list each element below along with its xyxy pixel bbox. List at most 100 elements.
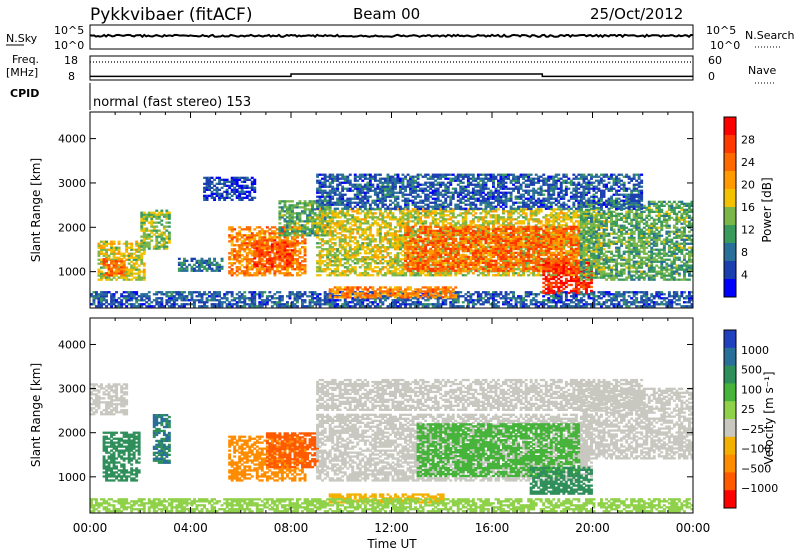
heatmap-cell (399, 260, 402, 263)
heatmap-cell (177, 297, 181, 300)
heatmap-cell (494, 210, 498, 213)
heatmap-cell (384, 234, 387, 237)
heatmap-cell (328, 210, 332, 213)
heatmap-cell (321, 270, 325, 273)
heatmap-cell (527, 293, 531, 296)
heatmap-cell (532, 210, 536, 213)
heatmap-cell (341, 246, 345, 249)
heatmap-cell (303, 293, 307, 296)
heatmap-cell (102, 254, 106, 257)
heatmap-cell (534, 208, 538, 211)
heatmap-cell (597, 295, 601, 298)
heatmap-cell (250, 232, 254, 235)
heatmap-cell (469, 250, 473, 253)
heatmap-cell (439, 291, 443, 294)
heatmap-cell (120, 260, 124, 263)
heatmap-cell (567, 272, 571, 275)
heatmap-cell (311, 224, 315, 227)
heatmap-cell (147, 215, 151, 218)
heatmap-cell (587, 303, 591, 306)
heatmap-cell (552, 305, 556, 308)
heatmap-cell (115, 299, 119, 302)
heatmap-cell (446, 218, 450, 221)
heatmap-cell (499, 216, 503, 219)
heatmap-cell (492, 220, 495, 223)
heatmap-cell (411, 242, 415, 245)
heatmap-cell (670, 303, 674, 306)
heatmap-cell (381, 250, 385, 253)
heatmap-cell (316, 230, 320, 233)
heatmap-cell (519, 274, 523, 277)
heatmap-cell (258, 230, 262, 233)
heatmap-cell (258, 268, 262, 271)
heatmap-cell (524, 291, 528, 294)
heatmap-cell (298, 230, 302, 233)
heatmap-cell (524, 264, 528, 267)
heatmap-cell (592, 301, 596, 304)
heatmap-cell (605, 293, 609, 296)
heatmap-cell (132, 297, 136, 300)
heatmap-cell (592, 297, 596, 300)
heatmap-cell (356, 250, 360, 253)
heatmap-cell (454, 250, 458, 253)
heatmap-cell (255, 293, 259, 296)
heatmap-cell (338, 232, 342, 235)
heatmap-cell (557, 222, 561, 225)
heatmap-cell (283, 247, 287, 250)
heatmap-cell (115, 272, 119, 275)
heatmap-cell (529, 218, 533, 221)
heatmap-cell (537, 293, 541, 296)
heatmap-cell (132, 293, 136, 296)
heatmap-cell (152, 245, 156, 248)
heatmap-cell (311, 232, 315, 235)
heatmap-cell (203, 291, 207, 294)
heatmap-cell (426, 274, 430, 277)
heatmap-cell (559, 252, 563, 255)
heatmap-cell (306, 214, 310, 217)
heatmap-cell (404, 303, 408, 306)
heatmap-cell (564, 226, 568, 229)
heatmap-cell (544, 299, 548, 302)
heatmap-cell (399, 299, 402, 302)
heatmap-cell (230, 240, 234, 243)
heatmap-cell (198, 305, 201, 308)
heatmap-cell (107, 254, 111, 257)
heatmap-cell (125, 258, 129, 261)
heatmap-cell (115, 256, 119, 259)
heatmap-cell (341, 220, 345, 223)
heatmap-cell (381, 226, 385, 229)
heatmap-cell (333, 303, 337, 306)
heatmap-cell (424, 256, 428, 259)
heatmap-cell (263, 232, 267, 235)
heatmap-cell (326, 234, 330, 237)
heatmap-cell (552, 216, 556, 219)
heatmap-cell (688, 297, 691, 300)
heatmap-cell (341, 210, 345, 213)
heatmap-cell (298, 264, 302, 267)
heatmap-cell (105, 272, 109, 275)
heatmap-cell (384, 236, 387, 239)
heatmap-cell (321, 238, 325, 241)
heatmap-cell (243, 244, 247, 247)
heatmap-cell (258, 305, 262, 308)
heatmap-cell (474, 299, 478, 302)
heatmap-cell (263, 263, 267, 266)
heatmap-cell (348, 270, 352, 273)
heatmap-cell (358, 224, 362, 227)
heatmap-cell (120, 254, 124, 257)
heatmap-cell (240, 258, 244, 261)
heatmap-cell (368, 216, 372, 219)
heatmap-cell (248, 272, 252, 275)
heatmap-cell (278, 253, 282, 256)
heatmap-cell (479, 262, 483, 265)
heatmap-cell (469, 299, 473, 302)
heatmap-cell (233, 250, 237, 253)
heatmap-cell (110, 246, 114, 249)
heatmap-cell (233, 254, 237, 257)
heatmap-cell (280, 259, 284, 262)
heatmap-cell (200, 299, 204, 302)
heatmap-cell (509, 222, 513, 225)
heatmap-cell (366, 252, 370, 255)
heatmap-cell (152, 227, 156, 230)
heatmap-cell (120, 299, 124, 302)
